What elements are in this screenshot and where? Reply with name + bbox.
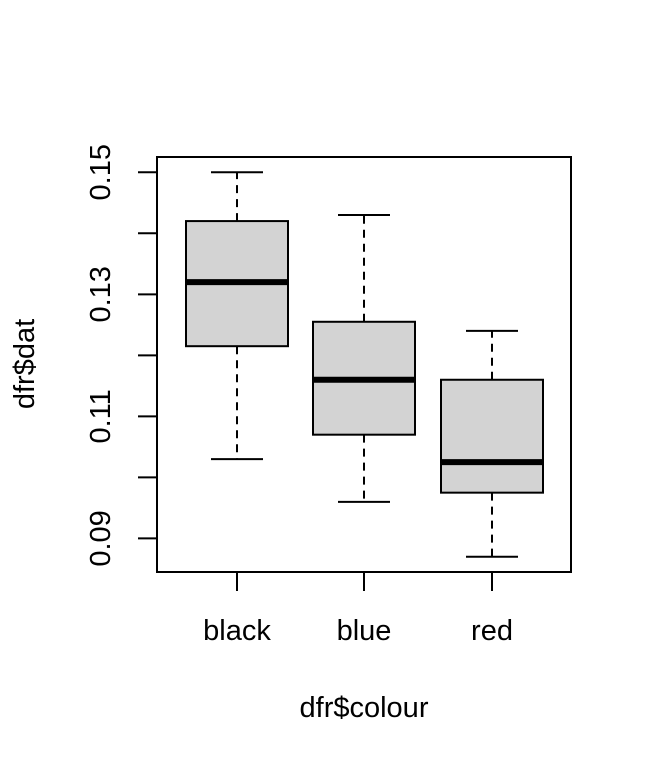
x-axis: black blue red (203, 572, 513, 647)
x-tick-label: blue (337, 615, 392, 647)
y-tick-label: 0.15 (85, 144, 117, 200)
y-tick-label: 0.11 (85, 389, 117, 443)
y-tick-label: 0.13 (85, 266, 117, 322)
box-black (185, 171, 289, 461)
y-tick-label: 0.09 (85, 510, 117, 566)
x-tick-label: red (471, 615, 513, 647)
y-axis: 0.09 0.11 0.13 0.15 (85, 144, 157, 567)
boxes-layer (185, 171, 544, 558)
box-red (440, 329, 544, 558)
box-iqr (440, 378, 544, 494)
box-blue (312, 213, 416, 503)
x-tick-label: black (203, 615, 271, 647)
x-axis-title: dfr$colour (300, 692, 429, 724)
y-axis-title: dfr$dat (9, 319, 41, 409)
